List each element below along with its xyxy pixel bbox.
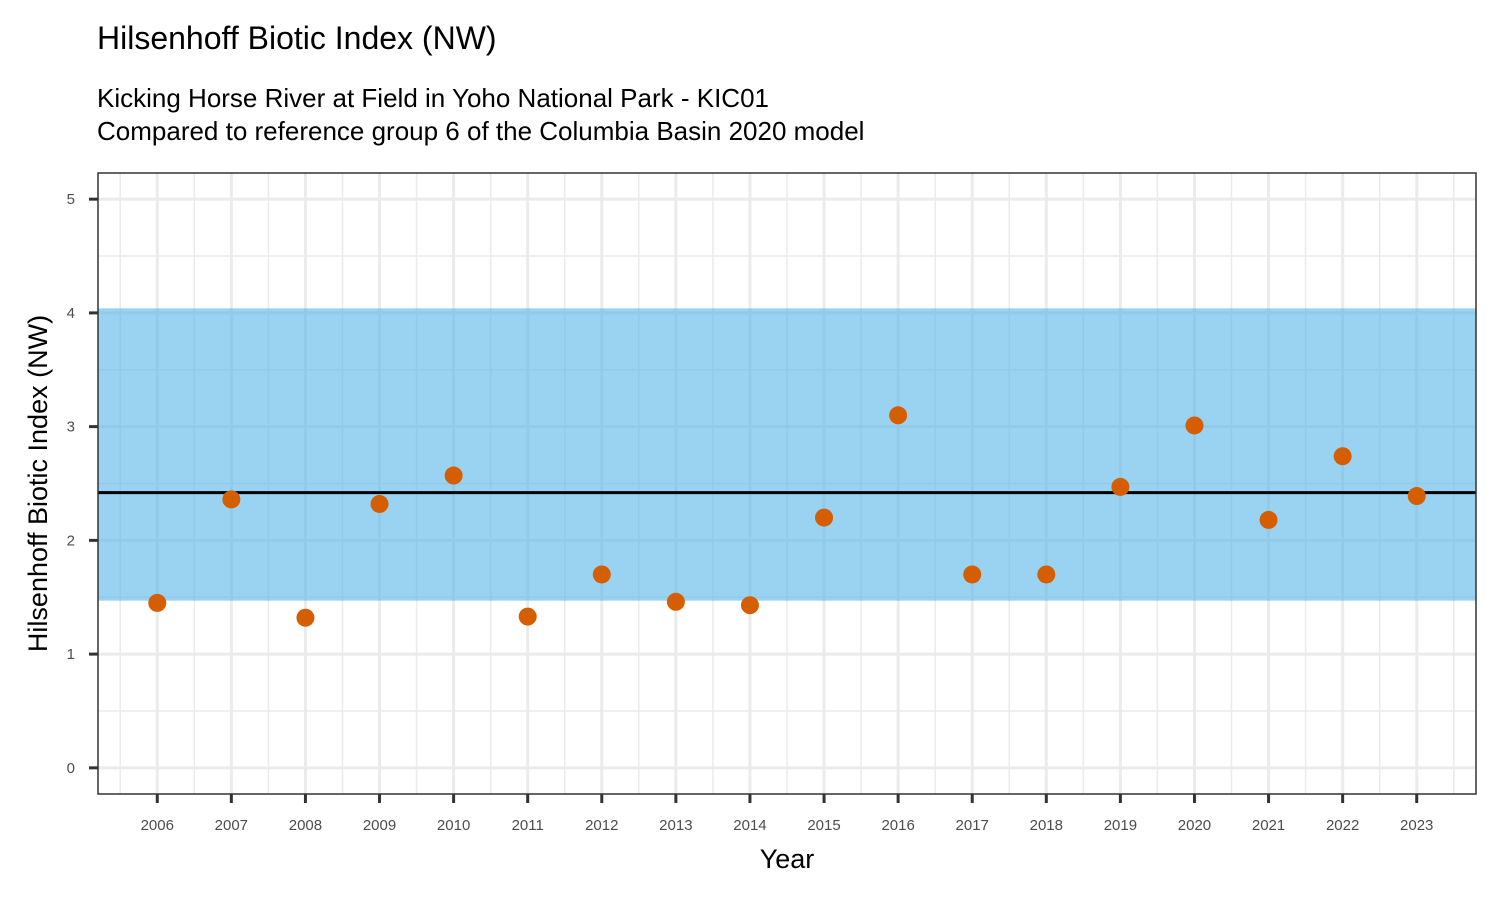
- y-tick-label: 2: [67, 532, 75, 549]
- data-point: [1037, 565, 1056, 584]
- chart-subtitle: Kicking Horse River at Field in Yoho Nat…: [97, 82, 864, 148]
- x-tick-label: 2007: [215, 817, 248, 834]
- x-tick-label: 2006: [141, 817, 174, 834]
- y-tick-label: 5: [67, 191, 75, 208]
- data-point: [1259, 510, 1278, 529]
- subtitle-line-2: Compared to reference group 6 of the Col…: [97, 116, 865, 146]
- y-axis-title: Hilsenhoff Biotic Index (NW): [23, 315, 53, 652]
- data-point: [518, 607, 537, 626]
- data-point: [222, 490, 241, 509]
- x-tick-label: 2009: [363, 817, 396, 834]
- y-tick-label: 4: [67, 305, 75, 322]
- x-tick-label: 2014: [733, 817, 766, 834]
- data-point: [1185, 416, 1204, 435]
- y-tick-label: 3: [67, 419, 75, 436]
- data-point: [889, 406, 908, 425]
- x-tick-label: 2017: [956, 817, 989, 834]
- data-point: [1111, 477, 1130, 496]
- data-point: [296, 608, 315, 627]
- x-axis-ticks: 2006 2007 2008 2009 2010 2011 2012 2013 2014 2015…: [141, 794, 1433, 834]
- subtitle-line-1: Kicking Horse River at Field in Yoho Nat…: [97, 83, 769, 113]
- x-tick-label: 2020: [1178, 817, 1211, 834]
- x-tick-label: 2013: [659, 817, 692, 834]
- x-tick-label: 2010: [437, 817, 470, 834]
- data-point: [444, 466, 463, 485]
- chart-title: Hilsenhoff Biotic Index (NW): [97, 20, 497, 56]
- x-tick-label: 2019: [1104, 817, 1137, 834]
- x-axis-title: Year: [760, 844, 815, 874]
- x-tick-label: 2016: [881, 817, 914, 834]
- data-point: [815, 508, 834, 527]
- y-axis-ticks: 0 1 2 3 4 5: [67, 191, 98, 777]
- data-point: [370, 494, 389, 513]
- data-point: [148, 593, 167, 612]
- x-tick-label: 2022: [1326, 817, 1359, 834]
- x-tick-label: 2012: [585, 817, 618, 834]
- data-point: [963, 565, 982, 584]
- x-tick-label: 2008: [289, 817, 322, 834]
- data-point: [1333, 447, 1352, 466]
- data-point: [592, 565, 611, 584]
- x-tick-label: 2023: [1400, 817, 1433, 834]
- panel-border: [97, 172, 1477, 795]
- reference-band: [98, 308, 1476, 601]
- data-point: [666, 592, 685, 611]
- y-tick-label: 1: [67, 646, 75, 663]
- x-tick-label: 2015: [807, 817, 840, 834]
- data-point: [1407, 487, 1426, 506]
- y-tick-label: 0: [67, 760, 75, 777]
- data-point: [740, 596, 759, 615]
- x-tick-label: 2021: [1252, 817, 1285, 834]
- x-tick-label: 2018: [1030, 817, 1063, 834]
- data-points: [148, 406, 1426, 627]
- x-tick-label: 2011: [512, 817, 544, 834]
